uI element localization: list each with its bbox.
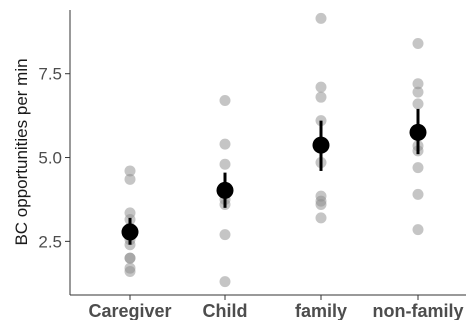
- y-ticks: 2.5 5.0 7.5: [38, 65, 70, 251]
- data-point: [315, 91, 327, 103]
- data-point: [412, 38, 424, 50]
- data-point: [412, 224, 424, 236]
- data-points: [124, 12, 424, 288]
- mean-point: [409, 123, 427, 141]
- data-point: [219, 95, 231, 107]
- data-point: [412, 188, 424, 200]
- mean-point: [121, 223, 139, 241]
- data-point: [219, 276, 231, 288]
- data-point: [315, 212, 327, 224]
- y-axis-title: BC opportunities per min: [12, 58, 31, 245]
- data-point: [124, 207, 136, 219]
- mean-point: [216, 181, 234, 199]
- data-point: [315, 81, 327, 93]
- y-tick-label: 7.5: [38, 65, 62, 84]
- x-ticks: Caregiver Child family non-family: [88, 295, 464, 320]
- x-tick-label: non-family: [372, 301, 463, 320]
- data-point: [315, 190, 327, 202]
- data-point: [124, 262, 136, 274]
- mean-point: [312, 136, 330, 154]
- x-tick-label: family: [295, 301, 347, 320]
- y-tick-label: 2.5: [38, 232, 62, 251]
- x-tick-label: Child: [203, 301, 248, 320]
- data-point: [412, 78, 424, 90]
- data-point: [412, 98, 424, 110]
- y-tick-label: 5.0: [38, 149, 62, 168]
- x-tick-label: Caregiver: [88, 301, 171, 320]
- data-point: [219, 138, 231, 150]
- data-point: [219, 229, 231, 241]
- mean-markers: [121, 108, 427, 245]
- data-point: [124, 252, 136, 264]
- data-point: [412, 162, 424, 174]
- data-point: [124, 165, 136, 177]
- data-point: [219, 158, 231, 170]
- data-point: [124, 173, 136, 185]
- data-point: [412, 86, 424, 98]
- data-point: [315, 12, 327, 24]
